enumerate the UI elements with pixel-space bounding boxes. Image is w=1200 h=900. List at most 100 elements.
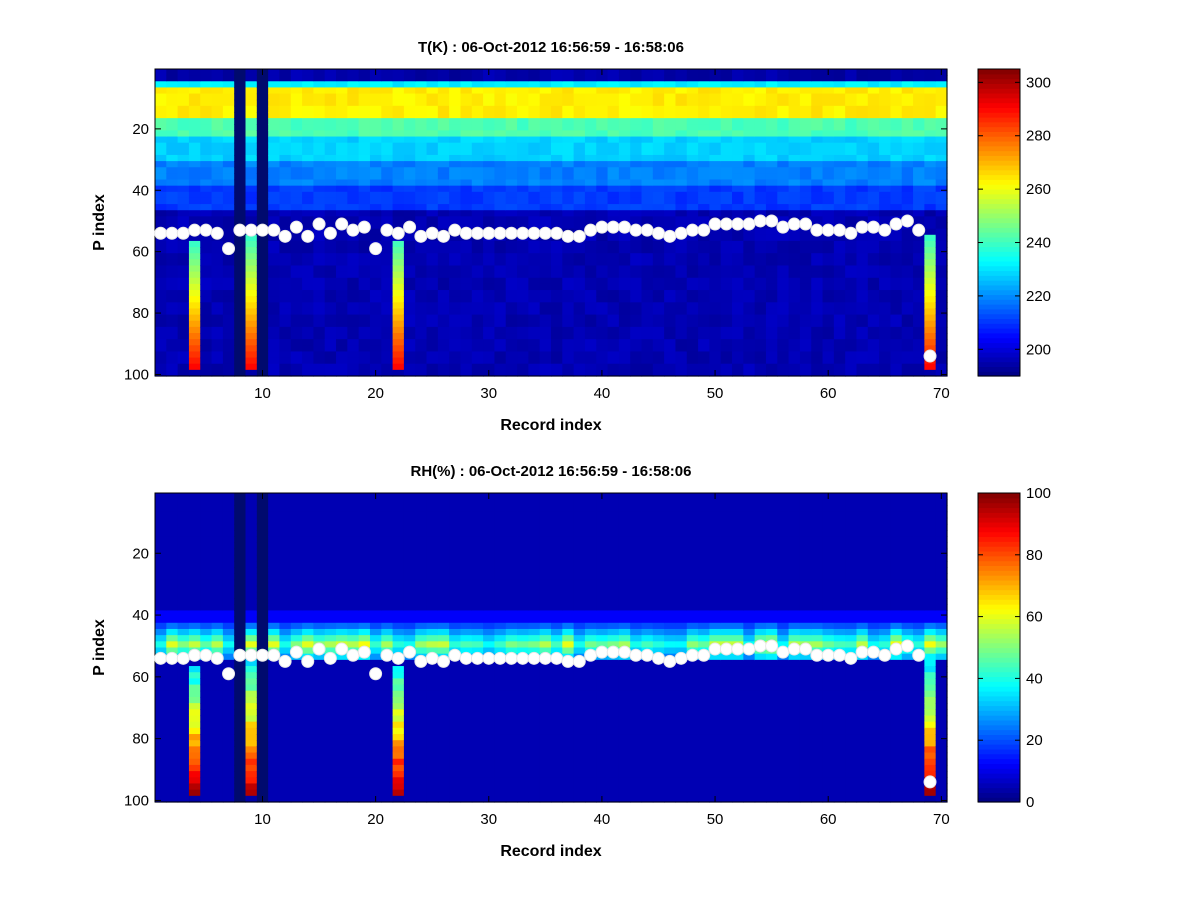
heatmap-cell — [551, 296, 563, 303]
heatmap-cell — [539, 173, 552, 181]
heatmap-cell — [618, 302, 631, 310]
heatmap-cell — [777, 185, 790, 193]
heatmap-cell — [845, 179, 858, 187]
heatmap-cell — [686, 240, 699, 248]
heatmap-cell — [754, 154, 767, 162]
heatmap-cell — [234, 136, 247, 144]
heatmap-cell — [302, 672, 314, 679]
heatmap-cell — [155, 727, 167, 735]
heatmap-cell — [471, 124, 484, 131]
heatmap-cell — [347, 548, 360, 556]
heatmap-cell — [256, 678, 269, 686]
heatmap-cell — [743, 296, 756, 303]
heatmap-cell — [856, 345, 869, 353]
heatmap-cell — [336, 752, 348, 760]
heatmap-cell — [358, 179, 371, 187]
heatmap-cell — [336, 696, 348, 704]
heatmap-cell — [652, 105, 665, 113]
heatmap-cell — [505, 167, 518, 174]
heatmap-cell — [268, 363, 281, 371]
heatmap-cell — [449, 247, 462, 254]
heatmap-cell — [426, 721, 439, 729]
heatmap-cell — [505, 87, 518, 95]
heatmap-cell — [155, 715, 167, 723]
heatmap-cell — [732, 277, 744, 285]
colorbar-tick-label: 280 — [1026, 128, 1051, 145]
heatmap-cell — [788, 148, 801, 156]
heatmap-cell — [369, 136, 382, 144]
heatmap-cell — [630, 320, 643, 328]
heatmap-cell — [347, 173, 360, 181]
heatmap-cell — [494, 259, 507, 267]
heatmap-cell — [924, 363, 937, 371]
heatmap-cell — [449, 197, 462, 205]
heatmap-cell — [867, 302, 880, 310]
heatmap-cell — [222, 530, 235, 537]
heatmap-cell — [336, 271, 348, 279]
heatmap-cell — [268, 548, 281, 556]
heatmap-cell — [415, 265, 428, 273]
heatmap-cell — [754, 290, 767, 297]
heatmap-cell — [539, 105, 552, 113]
heatmap-cell — [166, 173, 179, 181]
heatmap-cell — [234, 167, 247, 174]
heatmap-cell — [358, 703, 371, 710]
heatmap-cell — [584, 204, 597, 211]
heatmap-cell — [313, 530, 326, 537]
heatmap-cell — [426, 764, 439, 772]
marker-point — [561, 229, 575, 243]
heatmap-cell — [222, 764, 235, 772]
heatmap-cell — [879, 320, 892, 328]
heatmap-cell — [845, 185, 858, 193]
heatmap-cell — [788, 277, 801, 285]
heatmap-cell — [381, 560, 394, 568]
heatmap-cell — [347, 789, 360, 797]
heatmap-cell — [505, 185, 518, 193]
heatmap-cell — [234, 154, 247, 162]
heatmap-cell — [188, 167, 201, 174]
heatmap-cell — [177, 357, 190, 365]
heatmap-cell — [596, 191, 609, 199]
heatmap-cell — [403, 339, 416, 346]
heatmap-cell — [483, 210, 496, 217]
heatmap-cell — [336, 345, 348, 353]
heatmap-cell — [437, 690, 450, 698]
heatmap-cell — [188, 351, 201, 359]
heatmap-cell — [777, 142, 790, 150]
heatmap-cell — [302, 154, 314, 162]
heatmap-cell — [155, 345, 167, 353]
heatmap-cell — [324, 523, 337, 531]
heatmap-cell — [437, 161, 450, 168]
heatmap-cell — [392, 771, 405, 778]
heatmap-cell — [811, 283, 824, 291]
heatmap-cell — [403, 783, 416, 791]
heatmap-cell — [754, 357, 767, 365]
heatmap-cell — [279, 326, 292, 334]
heatmap-cell — [652, 339, 665, 346]
heatmap-cell — [754, 130, 767, 138]
heatmap-cell — [528, 191, 541, 199]
heatmap-cell — [347, 142, 360, 150]
heatmap-cell — [403, 351, 416, 359]
heatmap-cell — [403, 789, 416, 797]
heatmap-cell — [551, 105, 563, 113]
heatmap-cell — [924, 142, 937, 150]
heatmap-cell — [799, 247, 812, 254]
heatmap-cell — [517, 222, 529, 230]
heatmap-cell — [426, 173, 439, 181]
heatmap-cell — [211, 777, 224, 785]
heatmap-cell — [302, 616, 314, 624]
heatmap-cell — [336, 598, 348, 605]
heatmap-cell — [437, 703, 450, 710]
heatmap-cell — [799, 148, 812, 156]
heatmap-cell — [777, 271, 790, 279]
marker-point — [753, 214, 767, 228]
heatmap-cell — [483, 259, 496, 267]
heatmap-cell — [245, 764, 258, 772]
heatmap-cell — [732, 167, 744, 174]
heatmap-cell — [290, 585, 303, 593]
heatmap-cell — [675, 130, 688, 138]
heatmap-cell — [935, 234, 948, 242]
heatmap-cell — [324, 789, 337, 797]
heatmap-cell — [709, 75, 722, 82]
